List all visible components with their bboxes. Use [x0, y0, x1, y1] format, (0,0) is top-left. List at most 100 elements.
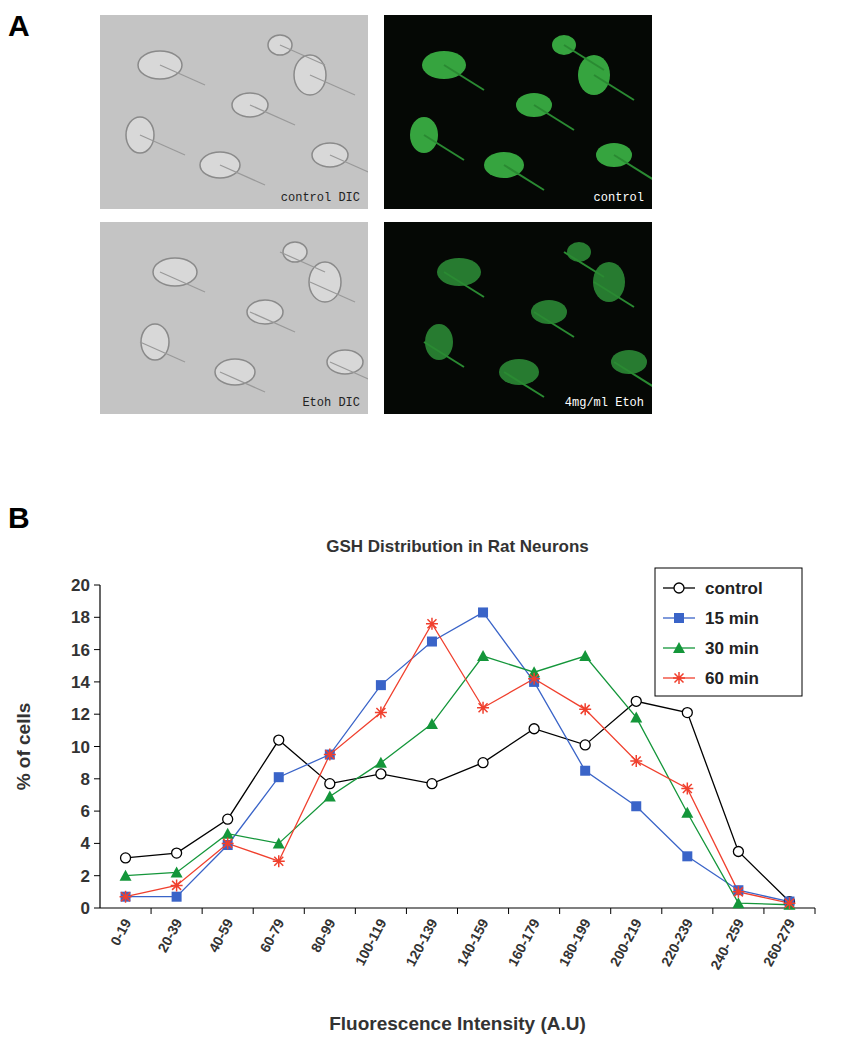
x-tick-label: 120-139	[402, 916, 440, 969]
data-point	[631, 801, 641, 811]
data-point	[375, 707, 387, 719]
neurite	[160, 272, 205, 292]
image-label: control DIC	[281, 191, 360, 205]
data-point	[376, 680, 386, 690]
data-point	[120, 891, 132, 903]
marker-shape	[528, 673, 540, 685]
data-point	[478, 607, 488, 617]
marker-shape	[120, 891, 132, 903]
data-point	[579, 703, 591, 715]
legend-label: control	[705, 579, 763, 598]
x-tick-label: 200-219	[607, 916, 645, 969]
neurite	[140, 342, 185, 362]
y-tick	[94, 746, 100, 747]
marker-shape	[172, 892, 182, 902]
image-background	[100, 15, 368, 209]
y-tick-label: 18	[71, 608, 90, 627]
x-tick-label: 80-99	[308, 916, 339, 955]
image-label: Etoh DIC	[302, 396, 360, 410]
data-point	[681, 807, 693, 818]
neurite	[444, 65, 484, 90]
marker-shape	[325, 779, 335, 789]
marker-shape	[171, 866, 183, 877]
data-point	[681, 782, 693, 794]
data-point	[172, 892, 182, 902]
panel-label: B	[8, 501, 30, 534]
data-point	[478, 758, 488, 768]
x-tick-label: 40-59	[205, 916, 236, 955]
neurite	[280, 252, 325, 272]
cell	[309, 262, 341, 302]
data-point	[682, 708, 692, 718]
data-point	[120, 870, 132, 881]
y-tick-label: 2	[81, 867, 90, 886]
cell	[567, 242, 591, 262]
data-point	[682, 851, 692, 861]
x-tick	[151, 908, 152, 914]
marker-shape	[673, 672, 685, 684]
data-point	[733, 846, 743, 856]
marker-shape	[478, 607, 488, 617]
x-tick	[253, 908, 254, 914]
marker-shape	[121, 853, 131, 863]
figure: Acontrol DICcontrolEtoh DIC4mg/ml EtohBG…	[0, 0, 842, 1050]
neurite	[160, 65, 205, 85]
y-tick	[94, 811, 100, 812]
x-tick-label: 20-39	[154, 916, 185, 955]
marker-shape	[273, 855, 285, 867]
marker-shape	[732, 897, 744, 908]
image-background	[100, 222, 368, 414]
legend-label: 60 min	[705, 669, 759, 688]
neurite	[564, 252, 604, 277]
image-label: control	[594, 191, 644, 205]
neurite	[504, 165, 544, 190]
data-point	[121, 853, 131, 863]
data-point	[324, 749, 336, 761]
data-point	[631, 696, 641, 706]
marker-shape	[631, 801, 641, 811]
y-tick-label: 14	[71, 673, 90, 692]
marker-shape	[630, 755, 642, 767]
data-point	[783, 897, 795, 909]
data-point	[273, 855, 285, 867]
marker-shape	[682, 851, 692, 861]
marker-shape	[681, 782, 693, 794]
marker-shape	[274, 772, 284, 782]
data-point	[171, 866, 183, 877]
marker-shape	[324, 791, 336, 802]
marker-shape	[631, 696, 641, 706]
x-tick	[355, 908, 356, 914]
marker-shape	[579, 650, 591, 661]
data-point	[274, 735, 284, 745]
y-tick-label: 20	[71, 576, 90, 595]
x-tick-label: 260-279	[760, 916, 798, 969]
marker-shape	[681, 807, 693, 818]
data-point	[426, 718, 438, 729]
y-tick-label: 6	[81, 802, 90, 821]
y-tick	[94, 649, 100, 650]
neurite	[310, 75, 355, 95]
data-point	[223, 814, 233, 824]
marker-shape	[375, 757, 387, 768]
data-point	[273, 837, 285, 848]
image-background	[384, 222, 652, 414]
data-point	[171, 879, 183, 891]
x-tick-label: 100-119	[352, 916, 390, 968]
x-tick-label: 180-199	[556, 916, 594, 969]
legend-marker	[673, 642, 685, 653]
legend-marker	[674, 583, 684, 593]
y-tick	[94, 617, 100, 618]
chart-title: GSH Distribution in Rat Neurons	[326, 537, 589, 556]
marker-shape	[580, 740, 590, 750]
y-tick	[94, 681, 100, 682]
y-tick	[94, 875, 100, 876]
micrograph: control DIC	[100, 15, 375, 209]
micrograph: 4mg/ml Etoh	[384, 222, 654, 414]
neurite	[534, 105, 574, 130]
marker-shape	[375, 707, 387, 719]
image-background	[384, 15, 652, 209]
x-tick	[559, 908, 560, 914]
data-point	[426, 618, 438, 630]
data-point	[325, 779, 335, 789]
y-tick-label: 8	[81, 770, 90, 789]
